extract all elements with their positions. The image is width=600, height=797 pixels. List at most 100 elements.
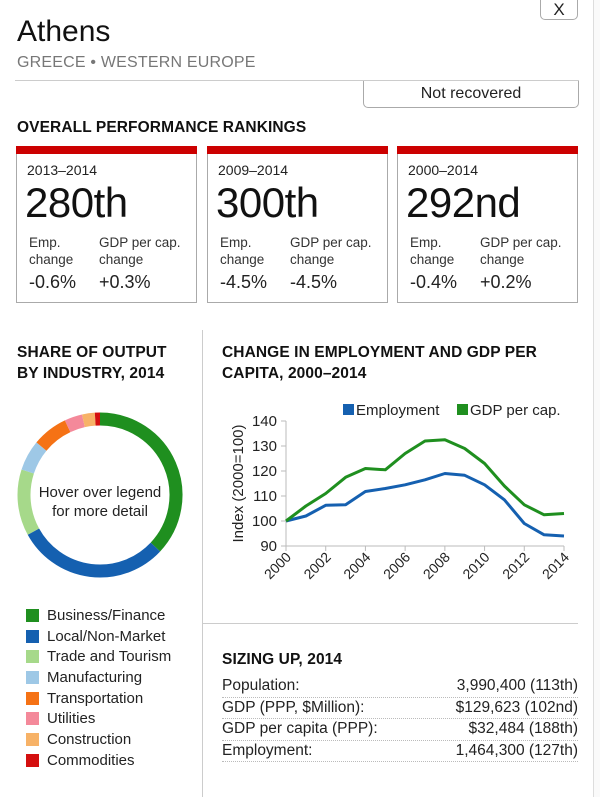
legend-item-utilities[interactable]: Utilities	[26, 708, 171, 729]
donut-slice-business-finance	[99, 412, 183, 552]
donut-slice-utilities	[64, 414, 85, 433]
card-period: 2009–2014	[218, 162, 289, 178]
donut-slice-construction	[82, 412, 96, 428]
emp-change-label: Emp. change	[410, 235, 455, 267]
x-tick-label: 2008	[420, 549, 453, 582]
legend-swatch	[26, 629, 39, 643]
legend-label: Local/Non-Market	[47, 627, 166, 645]
legend-label-employment[interactable]: Employment	[356, 402, 440, 419]
legend-label: Utilities	[47, 710, 96, 728]
city-title: Athens	[17, 15, 111, 48]
legend-swatch	[26, 732, 39, 746]
y-tick-label: 90	[260, 538, 277, 555]
legend-label-gdp-per-cap[interactable]: GDP per cap.	[470, 402, 561, 419]
trend-title: CHANGE IN EMPLOYMENT AND GDP PER CAPITA, …	[222, 344, 537, 382]
y-tick-label: 140	[252, 413, 277, 430]
legend-label: Construction	[47, 730, 132, 748]
section-divider-vertical	[202, 330, 203, 797]
card-rank: 292nd	[406, 179, 521, 226]
x-tick-label: 2006	[380, 549, 413, 582]
donut-slice-manufacturing	[21, 442, 47, 474]
emp-change-value: -0.6%	[29, 272, 77, 292]
card-period: 2000–2014	[408, 162, 479, 178]
industry-legend: Business/Finance Local/Non-Market Trade an…	[26, 605, 171, 771]
gdp-change-value: -4.5%	[290, 272, 338, 292]
gdp-change-value: +0.3%	[99, 272, 151, 292]
sizing-title: SIZING UP, 2014	[222, 651, 343, 668]
legend-label: Commodities	[47, 751, 135, 769]
sizing-row: Population: 3,990,400 (113th)	[222, 676, 578, 698]
legend-item-commodities[interactable]: Commodities	[26, 750, 171, 771]
x-tick-label: 2012	[499, 549, 532, 582]
x-tick-label: 2002	[300, 549, 333, 582]
sizing-value: $129,623 (102nd)	[455, 698, 578, 716]
x-tick-label: 2014	[539, 549, 572, 582]
legend-label: Business/Finance	[47, 606, 166, 624]
industry-donut-chart	[17, 412, 183, 578]
sizing-label: GDP (PPP, $Million):	[222, 698, 365, 716]
x-tick-label: 2010	[459, 549, 492, 582]
y-tick-label: 130	[252, 438, 277, 455]
emp-change-value: -0.4%	[410, 272, 458, 292]
sizing-row: GDP (PPP, $Million): $129,623 (102nd)	[222, 698, 578, 719]
legend-swatch	[26, 753, 39, 767]
card-rank: 280th	[25, 179, 128, 226]
sizing-row: GDP per capita (PPP): $32,484 (188th)	[222, 719, 578, 741]
gdp-change-label: GDP per cap. change	[99, 235, 181, 267]
legend-swatch-employment	[343, 404, 354, 415]
series-line-employment	[285, 472, 565, 538]
legend-item-trade-and-tourism[interactable]: Trade and Tourism	[26, 646, 171, 667]
recovery-status-badge: Not recovered	[363, 81, 579, 108]
series-line-gdp-per-cap	[285, 438, 565, 523]
x-tick-label: 2004	[340, 549, 373, 582]
legend-item-local-non-market[interactable]: Local/Non-Market	[26, 626, 171, 647]
donut-slice-transportation	[36, 420, 71, 451]
emp-change-value: -4.5%	[220, 272, 268, 292]
industry-title: SHARE OF OUTPUT BY INDUSTRY, 2014	[17, 344, 167, 382]
header-divider	[15, 80, 579, 81]
legend-swatch	[26, 670, 39, 684]
card-accent-bar	[397, 146, 578, 154]
legend-item-transportation[interactable]: Transportation	[26, 688, 171, 709]
legend-item-construction[interactable]: Construction	[26, 729, 171, 750]
close-button[interactable]: X	[540, 0, 578, 20]
sizing-value: $32,484 (188th)	[468, 720, 578, 737]
y-tick-label: 100	[252, 513, 277, 530]
legend-swatch-gdp-per-cap	[457, 404, 468, 415]
gdp-change-value: +0.2%	[480, 272, 532, 292]
sizing-row: Employment: 1,464,300 (127th)	[222, 741, 578, 762]
card-accent-bar	[207, 146, 388, 154]
legend-swatch	[26, 608, 39, 622]
sizing-label: Employment:	[222, 741, 313, 759]
emp-change-label: Emp. change	[29, 235, 74, 267]
card-accent-bar	[16, 146, 197, 154]
legend-swatch	[26, 650, 39, 664]
emp-change-label: Emp. change	[220, 235, 265, 267]
card-rank: 300th	[216, 179, 319, 226]
sizing-label: Population:	[222, 677, 300, 694]
legend-label: Trade and Tourism	[47, 648, 172, 666]
sizing-value: 3,990,400 (113th)	[456, 677, 578, 694]
legend-item-business-finance[interactable]: Business/Finance	[26, 605, 171, 626]
rankings-title: OVERALL PERFORMANCE RANKINGS	[17, 119, 307, 136]
gdp-change-label: GDP per cap. change	[480, 235, 562, 267]
legend-label: Transportation	[47, 689, 144, 707]
gdp-change-label: GDP per cap. change	[290, 235, 372, 267]
ranking-card: 2000–2014 292nd Emp. change GDP per cap. c…	[397, 146, 578, 303]
sizing-label: GDP per capita (PPP):	[222, 720, 378, 737]
ranking-card: 2013–2014 280th Emp. change GDP per cap. c…	[16, 146, 197, 303]
legend-item-manufacturing[interactable]: Manufacturing	[26, 667, 171, 688]
region-subtitle: GREECE • WESTERN EUROPE	[17, 54, 256, 71]
legend-label: Manufacturing	[47, 668, 143, 686]
card-period: 2013–2014	[27, 162, 98, 178]
scrollbar-track[interactable]	[593, 0, 600, 797]
y-axis-label: Index (2000=100)	[230, 424, 247, 542]
y-tick-label: 120	[252, 463, 277, 480]
sizing-table: Population: 3,990,400 (113th) GDP (PPP, $…	[222, 676, 578, 762]
ranking-card: 2009–2014 300th Emp. change GDP per cap. c…	[207, 146, 388, 303]
section-divider-horizontal	[202, 623, 578, 624]
legend-swatch	[26, 712, 39, 726]
donut-slice-trade-and-tourism	[17, 469, 40, 535]
donut-slice-local-non-market	[27, 528, 161, 578]
